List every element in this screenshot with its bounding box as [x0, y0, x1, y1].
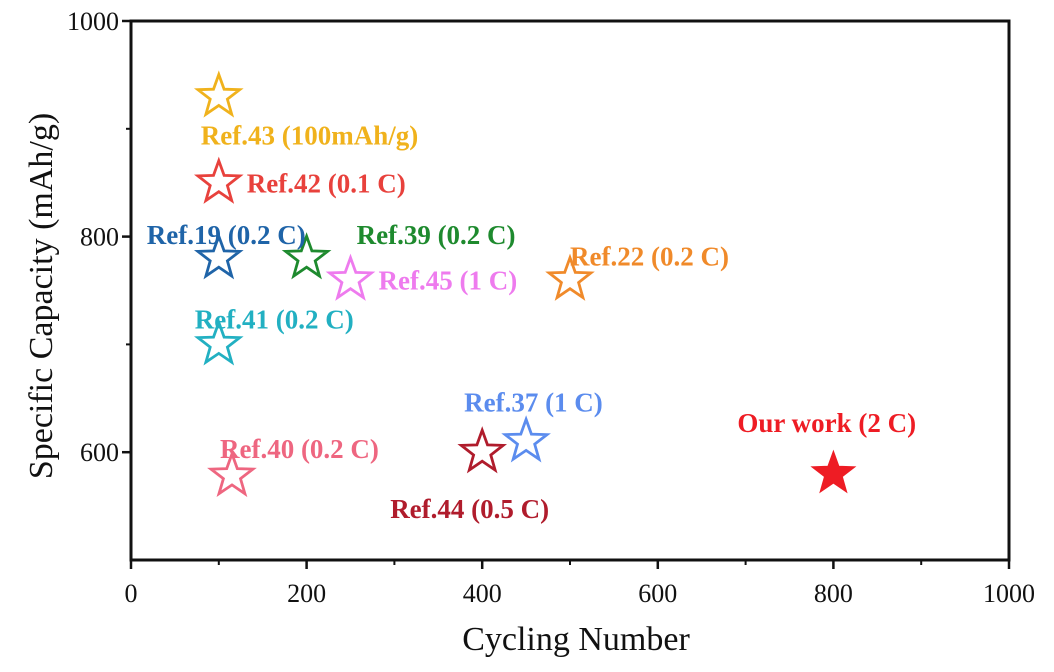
point-label: Ref.45 (1 C)	[379, 266, 518, 296]
data-point-star	[501, 415, 551, 463]
data-point-star	[545, 253, 595, 301]
data-point-star	[193, 232, 244, 280]
point-label: Ref.39 (0.2 C)	[357, 220, 516, 250]
data-point-star	[193, 318, 244, 366]
point-label: Ref.44 (0.5 C)	[390, 494, 549, 524]
data-point-star	[810, 449, 857, 494]
point-label: Ref.42 (0.1 C)	[247, 169, 406, 199]
point-label: Ref.19 (0.2 C)	[147, 220, 306, 250]
x-tick-label: 200	[287, 579, 326, 608]
y-tick-label: 600	[80, 438, 119, 467]
point-label: Ref.22 (0.2 C)	[570, 242, 729, 272]
point-label: Ref.37 (1 C)	[464, 387, 603, 417]
x-axis-title: Cycling Number	[462, 621, 690, 658]
x-tick-label: 0	[125, 579, 138, 608]
data-point-star	[193, 70, 244, 118]
data-point-star	[207, 449, 257, 498]
point-label: Ref.43 (100mAh/g)	[201, 120, 418, 150]
x-tick-label: 600	[638, 579, 677, 608]
y-tick-label: 1000	[67, 7, 119, 36]
data-point-star	[457, 426, 508, 474]
plot-frame	[129, 19, 1011, 562]
y-tick-label: 800	[80, 223, 119, 252]
y-axis-title: Specific Capacity (mAh/g)	[23, 113, 60, 479]
x-tick-label: 1000	[983, 579, 1035, 608]
data-points	[193, 70, 857, 498]
point-label: Our work (2 C)	[737, 408, 916, 438]
x-axis-ticks: 0 200 400 600 800 1000	[125, 560, 1035, 608]
x-tick-label: 800	[814, 579, 853, 608]
x-tick-label: 400	[463, 579, 502, 608]
point-label: Ref.41 (0.2 C)	[195, 304, 354, 334]
point-label: Ref.40 (0.2 C)	[220, 434, 379, 464]
data-point-star	[325, 253, 376, 301]
data-point-star	[281, 232, 332, 280]
point-labels: Ref.43 (100mAh/g) Ref.42 (0.1 C) Ref.19 (0…	[147, 120, 916, 524]
y-axis-ticks: 600 800 1000	[67, 7, 131, 467]
data-point-star	[193, 156, 244, 204]
